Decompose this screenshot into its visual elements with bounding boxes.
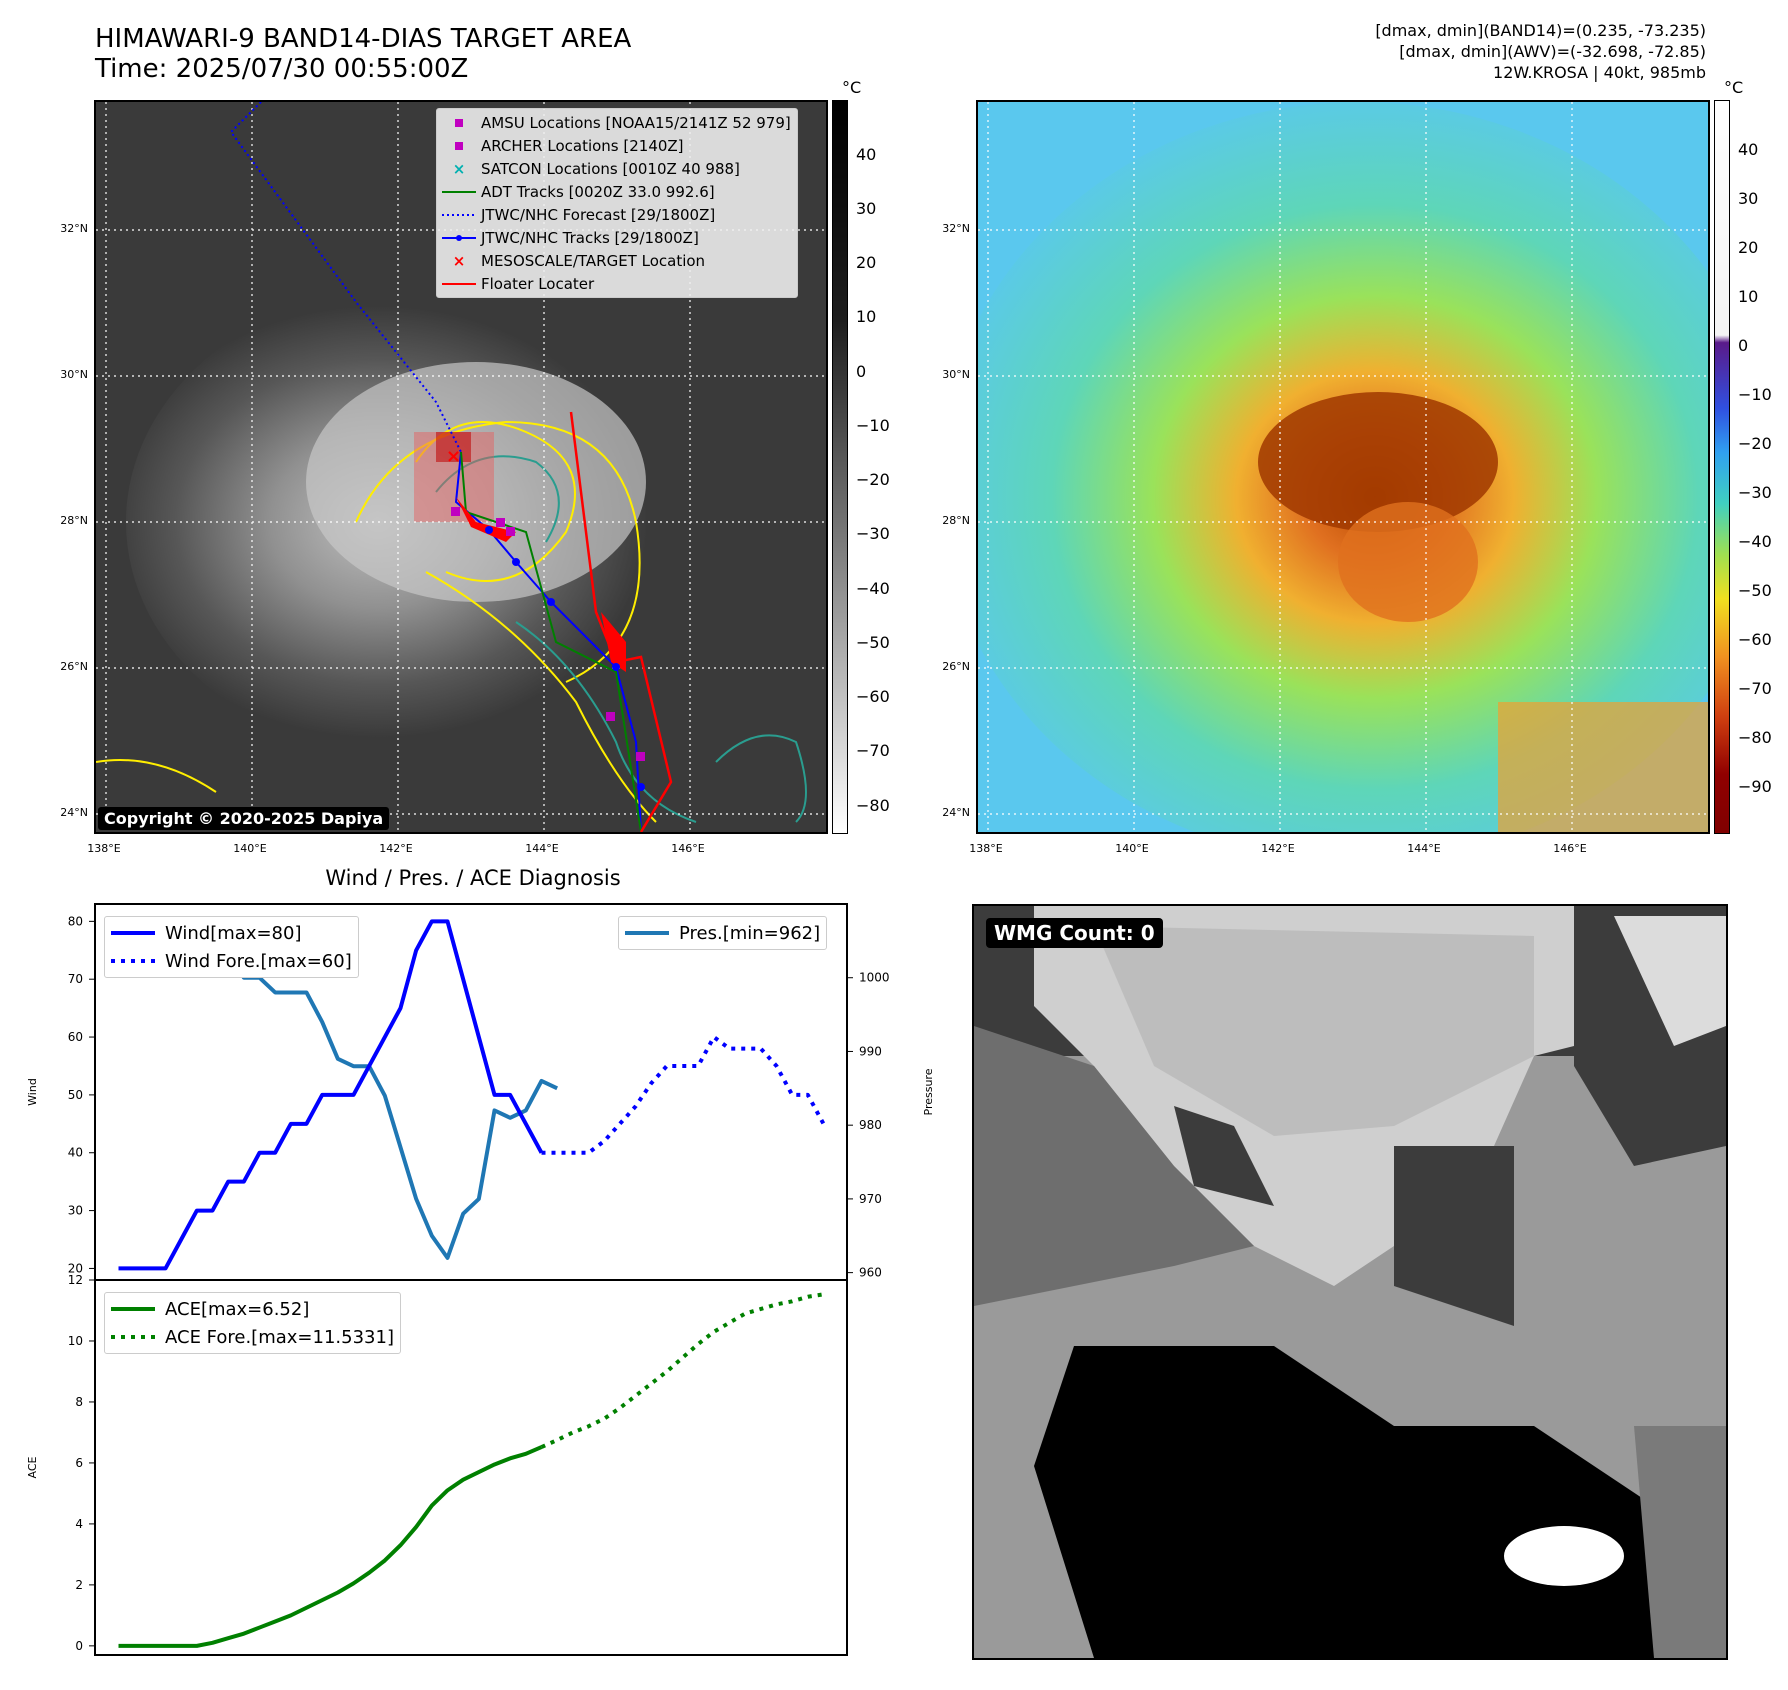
ace-axis-label: ACE xyxy=(26,1456,39,1478)
legend-ace: ACE[max=6.52] xyxy=(111,1298,310,1320)
wind-axis-label: Wind xyxy=(26,1078,39,1106)
legend-item-jtwc-tracks: JTWC/NHC Tracks [29/1800Z] xyxy=(437,226,791,249)
ace-line xyxy=(118,1445,543,1648)
color-colorbar-unit: °C xyxy=(1724,78,1744,97)
pressure-tick-label: 980 xyxy=(859,1118,882,1132)
lon-label: 146°E xyxy=(671,842,705,855)
legend-wind-forecast: Wind Fore.[max=60] xyxy=(111,950,352,972)
legend-item-mesoscale: × MESOSCALE/TARGET Location xyxy=(452,251,706,270)
lon-label: 142°E xyxy=(379,842,413,855)
gray-colorbar-unit: °C xyxy=(842,78,862,97)
stats-awv: [dmax, dmin](AWV)=(-32.698, -72.85) xyxy=(1399,42,1706,61)
pressure-legend: Pres.[min=962] xyxy=(618,916,828,950)
wind-legend: Wind[max=80] Wind Fore.[max=60] xyxy=(104,916,359,978)
diagnosis-title: Wind / Pres. / ACE Diagnosis xyxy=(325,866,621,890)
title-line-2: Time: 2025/07/30 00:55:00Z xyxy=(95,54,469,84)
wind-tick-label: 20 xyxy=(68,1261,83,1275)
lat-label: 28°N xyxy=(60,514,88,527)
ace-tick-label: 12 xyxy=(68,1273,83,1287)
map-legend: AMSU Locations [NOAA15/2141Z 52 979] ARC… xyxy=(436,108,798,298)
wind-tick-label: 40 xyxy=(68,1146,83,1160)
ace-tick-label: 6 xyxy=(75,1456,83,1470)
copyright-label: Copyright © 2020-2025 Dapiya xyxy=(98,807,390,830)
ace-tick-label: 8 xyxy=(75,1395,83,1409)
legend-item-archer: ARCHER Locations [2140Z] xyxy=(437,134,791,157)
jtwc-forecast-line xyxy=(229,102,462,453)
pressure-axis-label: Pressure xyxy=(922,1068,935,1115)
legend-pressure: Pres.[min=962] xyxy=(625,922,821,944)
wind-forecast-line xyxy=(541,1035,826,1155)
pressure-tick-label: 1000 xyxy=(859,971,890,985)
legend-item-jtwc-forecast: JTWC/NHC Forecast [29/1800Z] xyxy=(442,205,716,224)
lat-label: 26°N xyxy=(60,660,88,673)
ace-tick-label: 2 xyxy=(75,1578,83,1592)
ace-legend: ACE[max=6.52] ACE Fore.[max=11.5331] xyxy=(104,1292,401,1354)
legend-item-satcon: × SATCON Locations [0010Z 40 988] xyxy=(452,159,740,178)
wind-tick-label: 50 xyxy=(68,1088,83,1102)
legend-wind: Wind[max=80] xyxy=(111,922,302,944)
storm-id: 12W.KROSA | 40kt, 985mb xyxy=(1493,63,1706,82)
wmg-count-badge: WMG Count: 0 xyxy=(986,918,1163,948)
wind-tick-label: 60 xyxy=(68,1030,83,1044)
stats-band14: [dmax, dmin](BAND14)=(0.235, -73.235) xyxy=(1375,21,1706,40)
ace-tick-label: 10 xyxy=(68,1334,83,1348)
awv-map-panel xyxy=(976,100,1710,834)
lon-label: 144°E xyxy=(525,842,559,855)
legend-ace-forecast: ACE Fore.[max=11.5331] xyxy=(111,1326,394,1348)
wmg-panel: WMG Count: 0 xyxy=(972,904,1728,1660)
pressure-tick-label: 990 xyxy=(859,1044,882,1058)
ace-tick-label: 0 xyxy=(75,1639,83,1653)
ir-map-panel: × AMSU Locations [NOAA15/2141Z 52 979] A… xyxy=(94,100,828,834)
floater-track-line xyxy=(569,411,673,832)
title-line-1: HIMAWARI-9 BAND14-DIAS TARGET AREA xyxy=(95,24,632,54)
adt-track-line xyxy=(460,451,642,832)
legend-item-adt: ADT Tracks [0020Z 33.0 992.6] xyxy=(442,182,715,201)
color-colorbar xyxy=(1714,100,1730,834)
svg-text:×: × xyxy=(446,446,461,467)
gray-colorbar xyxy=(832,100,848,834)
lat-label: 30°N xyxy=(60,368,88,381)
legend-item-amsu: AMSU Locations [NOAA15/2141Z 52 979] xyxy=(437,111,791,134)
wind-tick-label: 70 xyxy=(68,972,83,986)
wmg-image xyxy=(974,906,1726,1658)
wind-line xyxy=(118,919,544,1271)
pressure-tick-label: 960 xyxy=(859,1266,882,1280)
ace-forecast-line xyxy=(540,1292,824,1449)
awv-map-image xyxy=(978,102,1708,832)
wind-tick-label: 30 xyxy=(68,1204,83,1218)
figure-title: HIMAWARI-9 BAND14-DIAS TARGET AREA Time:… xyxy=(95,24,631,84)
legend-item-floater: Floater Locater xyxy=(442,274,595,293)
lon-label: 140°E xyxy=(233,842,267,855)
lat-label: 24°N xyxy=(60,806,88,819)
pressure-tick-label: 970 xyxy=(859,1192,882,1206)
stats-header: [dmax, dmin](BAND14)=(0.235, -73.235) [d… xyxy=(1375,20,1706,83)
lat-label: 32°N xyxy=(60,222,88,235)
ace-tick-label: 4 xyxy=(75,1517,83,1531)
wind-tick-label: 80 xyxy=(68,914,83,928)
lon-label: 138°E xyxy=(87,842,121,855)
